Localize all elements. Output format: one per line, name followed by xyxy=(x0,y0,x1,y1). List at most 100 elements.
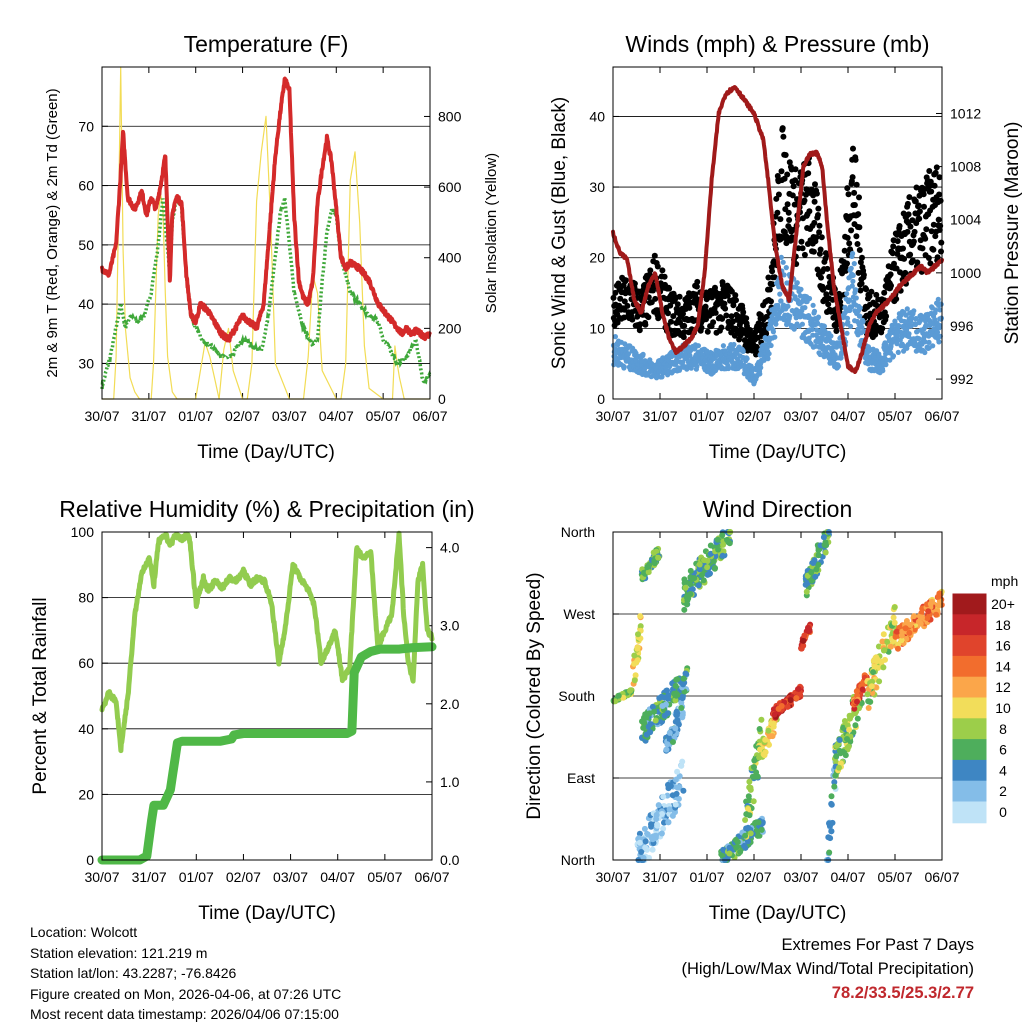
legend-swatch xyxy=(952,635,987,657)
y-right-tick-label: 0.0 xyxy=(440,852,460,868)
x-tick-label: 03/07 xyxy=(783,408,818,424)
x-tick-label: 04/07 xyxy=(830,869,865,885)
chart-title-2: Relative Humidity (%) & Precipitation (i… xyxy=(59,496,474,522)
x-tick-label: 02/07 xyxy=(225,408,260,424)
x-tick-label: 30/07 xyxy=(595,869,630,885)
legend-swatch xyxy=(952,759,987,782)
legend-label: 0 xyxy=(999,804,1007,820)
y-tick-label: 50 xyxy=(78,237,94,253)
legend-swatch xyxy=(952,676,987,699)
y-tick-label: 40 xyxy=(589,108,605,124)
y-axis-label-0: 2m & 9m T (Red, Orange) & 2m Td (Green) xyxy=(44,88,61,377)
plot-border xyxy=(612,531,943,861)
figure-created: Figure created on Mon, 2026-04-06, at 07… xyxy=(30,985,342,1002)
extremes-block: Extremes For Past 7 Days (High/Low/Max W… xyxy=(681,933,974,1005)
y-right-tick-label: 200 xyxy=(438,320,462,336)
legend-label: 10 xyxy=(995,700,1011,716)
y-tick-label: South xyxy=(558,688,595,704)
y-right-tick-label: 0 xyxy=(438,391,446,407)
y-tick-label: 60 xyxy=(78,655,94,671)
legend-label: 8 xyxy=(999,721,1007,737)
x-tick-label: 30/07 xyxy=(84,869,119,885)
y-tick-label: 10 xyxy=(589,320,605,336)
plot-border xyxy=(101,531,433,861)
x-tick-label: 31/07 xyxy=(131,408,166,424)
x-tick-label: 01/07 xyxy=(689,408,724,424)
chart-title-3: Wind Direction xyxy=(703,496,853,522)
series-2m-t xyxy=(100,76,432,343)
legend-swatch xyxy=(952,801,987,824)
y-right-tick-label: 1000 xyxy=(950,265,981,281)
chart-title-1: Winds (mph) & Pressure (mb) xyxy=(625,31,929,57)
legend-swatch xyxy=(952,739,987,761)
legend-label: 6 xyxy=(999,742,1007,758)
legend-swatch xyxy=(952,697,987,720)
y-right-tick-label: 4.0 xyxy=(440,540,460,556)
y-tick-label: 80 xyxy=(78,590,94,606)
y-tick-label: 70 xyxy=(78,118,94,134)
x-axis-label-3: Time (Day/UTC) xyxy=(709,903,847,924)
y-right-tick-label: 600 xyxy=(438,179,462,195)
legend-swatch xyxy=(952,655,987,678)
y-right-tick-label: 3.0 xyxy=(440,618,460,634)
series-station-pressure xyxy=(611,85,944,374)
legend-label: 18 xyxy=(995,617,1011,633)
y-tick-label: North xyxy=(561,524,595,540)
series-2m-td xyxy=(100,196,432,390)
y-right-tick-label: 1012 xyxy=(950,105,981,121)
y-tick-label: 60 xyxy=(78,178,94,194)
x-tick-label: 31/07 xyxy=(132,869,167,885)
x-tick-label: 06/07 xyxy=(414,869,449,885)
y-tick-label: 30 xyxy=(589,179,605,195)
chart-title-0: Temperature (F) xyxy=(184,31,349,57)
x-tick-label: 01/07 xyxy=(689,869,724,885)
legend-swatch xyxy=(952,593,987,616)
y-right-axis-label-0: Solar Insolation (Yellow) xyxy=(483,153,500,313)
legend-swatch xyxy=(952,780,987,803)
y-right-tick-label: 992 xyxy=(950,371,974,387)
x-axis-label-0: Time (Day/UTC) xyxy=(197,442,335,463)
y-axis-label-2: Percent & Total Rainfall xyxy=(30,597,51,794)
x-tick-label: 03/07 xyxy=(272,408,307,424)
x-tick-label: 31/07 xyxy=(642,869,677,885)
y-right-tick-label: 400 xyxy=(438,250,462,266)
x-tick-label: 06/07 xyxy=(924,869,959,885)
extremes-heading: Extremes For Past 7 Days xyxy=(781,936,974,954)
x-tick-label: 04/07 xyxy=(319,408,354,424)
y-right-axis-label-1: Station Pressure (Maroon) xyxy=(1002,122,1023,345)
x-tick-label: 05/07 xyxy=(877,869,912,885)
x-tick-label: 04/07 xyxy=(830,408,865,424)
y-axis-label-3: Direction (Colored By Speed) xyxy=(524,572,545,819)
series-gust xyxy=(610,125,945,358)
x-tick-label: 05/07 xyxy=(877,408,912,424)
series-solar-insolation xyxy=(101,66,431,400)
x-tick-label: 01/07 xyxy=(178,408,213,424)
y-tick-label: 20 xyxy=(78,786,94,802)
y-tick-label: East xyxy=(567,770,595,786)
legend-label: 20+ xyxy=(991,596,1015,612)
y-tick-label: West xyxy=(563,606,595,622)
x-tick-label: 03/07 xyxy=(783,869,818,885)
x-tick-label: 30/07 xyxy=(84,408,119,424)
x-tick-label: 05/07 xyxy=(366,408,401,424)
y-tick-label: 40 xyxy=(78,296,94,312)
legend-label: 12 xyxy=(995,679,1011,695)
y-right-tick-label: 996 xyxy=(950,318,974,334)
series-relative-humidity xyxy=(99,530,435,754)
legend-label: 16 xyxy=(995,638,1011,654)
x-tick-label: 02/07 xyxy=(736,869,771,885)
extremes-values: 78.2/33.5/25.3/2.77 xyxy=(831,984,974,1002)
legend-label: 14 xyxy=(995,658,1011,674)
x-tick-label: 05/07 xyxy=(367,869,402,885)
legend-swatch xyxy=(952,614,987,637)
y-tick-label: 30 xyxy=(78,355,94,371)
legend-label: 2 xyxy=(999,783,1007,799)
station-info: Location: Wolcott Station elevation: 121… xyxy=(30,922,341,1025)
legend-label: 4 xyxy=(999,762,1007,778)
series-wind-direction xyxy=(610,529,945,863)
x-tick-label: 30/07 xyxy=(595,408,630,424)
x-tick-label: 31/07 xyxy=(642,408,677,424)
plot-border xyxy=(101,66,431,400)
series-total-rainfall xyxy=(97,642,437,865)
